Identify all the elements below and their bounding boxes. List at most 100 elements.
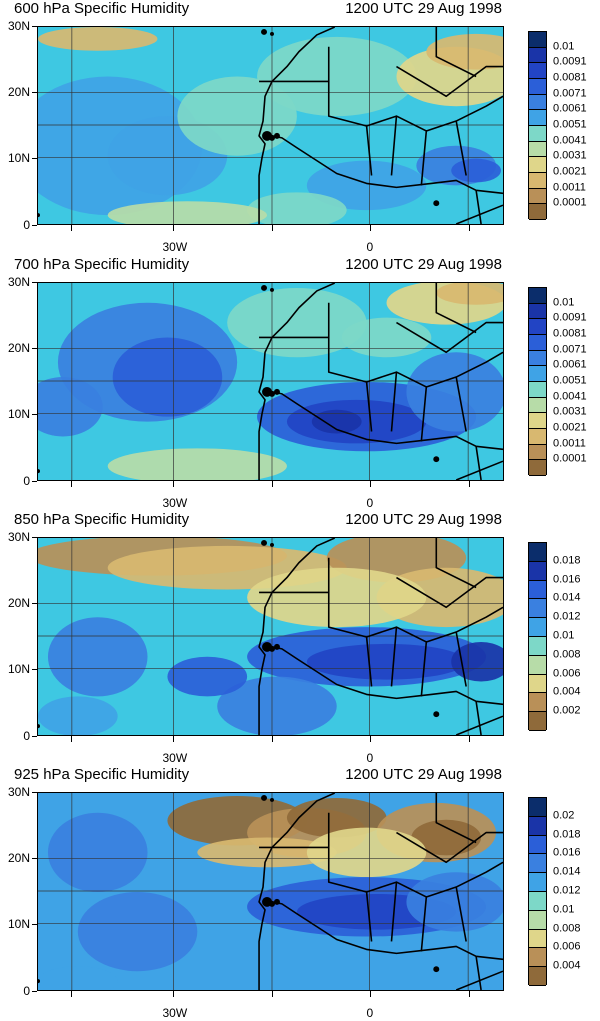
legend-label: 0.012 (553, 884, 581, 897)
humidity-contour-region (112, 337, 223, 417)
coastline-border (259, 591, 503, 643)
lat-tick-label: 10N (7, 407, 30, 421)
coastline-border (455, 701, 503, 735)
lon-tick (173, 481, 174, 487)
legend-label: 0.01 (553, 629, 575, 642)
legend-swatch (529, 288, 546, 304)
legend-label: 0.0071 (553, 87, 587, 100)
lon-tick (71, 225, 72, 231)
humidity-map (37, 792, 504, 991)
legend-swatch (529, 929, 546, 949)
coastline-border (258, 538, 336, 735)
legend-swatch (529, 460, 546, 476)
coastline-border (262, 899, 503, 961)
legend-swatch (529, 32, 546, 48)
legend-label: 0.0041 (553, 390, 587, 403)
lat-tick (32, 537, 37, 538)
legend-label: 0.018 (553, 554, 581, 567)
legend-label: 0.014 (553, 865, 581, 878)
lon-tick (469, 225, 470, 231)
humidity-contour-region (306, 643, 467, 680)
lon-tick (272, 481, 273, 487)
lon-tick (469, 991, 470, 997)
humidity-contour-region (177, 76, 297, 156)
coastline-border (327, 557, 467, 697)
coastline-border (455, 956, 503, 990)
lon-tick-label: 0 (366, 1006, 374, 1020)
legend-swatch (529, 157, 546, 173)
coastline-border (258, 793, 336, 990)
legend-swatch (529, 141, 546, 158)
panel-timestamp: 1200 UTC 29 Aug 1998 (345, 0, 502, 17)
legend-swatch (529, 816, 546, 836)
lat-tick-label: 20N (7, 85, 30, 99)
lat-tick-label: 30N (7, 785, 30, 799)
legend-swatch (529, 303, 546, 320)
legend-swatch (529, 381, 546, 398)
legend-label: 0.016 (553, 573, 581, 586)
map-svg (38, 27, 503, 224)
lon-tick (71, 736, 72, 742)
panel-title: 925 hPa Specific Humidity (14, 766, 190, 783)
island (273, 898, 280, 905)
island (270, 287, 274, 292)
legend-swatch (529, 599, 546, 619)
island (38, 979, 40, 984)
legend-swatch (529, 413, 546, 429)
legend-labels: 0.01 0.0091 0.0081 0.0071 0.0061 0.0051 0.0041… (553, 31, 599, 219)
lat-tick (32, 792, 37, 793)
map-svg (38, 793, 503, 990)
humidity-panel-700: 700 hPa Specific Humidity 1200 UTC 29 Au… (0, 256, 600, 511)
legend-swatch (529, 854, 546, 874)
island (261, 794, 268, 801)
island (269, 134, 275, 141)
legend-swatch (529, 428, 546, 445)
humidity-contour-region (107, 201, 267, 224)
island (433, 200, 440, 207)
lon-tick (272, 225, 273, 231)
island (38, 724, 40, 729)
legend-label: 0.006 (553, 667, 581, 680)
legend-swatch (529, 636, 546, 656)
island (433, 456, 440, 463)
lon-tick (272, 991, 273, 997)
lon-tick-label: 30W (162, 496, 188, 510)
lon-tick-label: 0 (366, 496, 374, 510)
legend-swatch (529, 366, 546, 382)
panel-title: 850 hPa Specific Humidity (14, 511, 190, 528)
legend-swatch (529, 873, 546, 892)
lat-tick-label: 0 (23, 474, 30, 488)
island (273, 132, 280, 139)
legend-label: 0.0081 (553, 327, 587, 340)
legend-swatch (529, 78, 546, 95)
legend-swatch (529, 674, 546, 694)
legend-swatch (529, 188, 546, 205)
legend-label: 0.004 (553, 685, 581, 698)
legend-swatch (529, 910, 546, 930)
legend-label: 0.0001 (553, 196, 587, 209)
coastline-border (258, 27, 336, 224)
legend-label: 0.0071 (553, 343, 587, 356)
legend-labels: 0.01 0.0091 0.0081 0.0071 0.0061 0.0051 0.0041… (553, 287, 599, 475)
lat-tick-label: 0 (23, 729, 30, 743)
lon-tick (71, 991, 72, 997)
legend-swatch (529, 334, 546, 351)
legend-swatch (529, 618, 546, 637)
lat-tick (32, 669, 37, 670)
lon-tick (173, 736, 174, 742)
island (261, 539, 268, 546)
humidity-contour-region (411, 819, 482, 856)
color-legend (528, 287, 547, 476)
lat-tick (32, 158, 37, 159)
legend-label: 0.002 (553, 704, 581, 717)
island (38, 469, 40, 474)
legend-swatch (529, 172, 546, 189)
humidity-contour-region (436, 283, 503, 305)
humidity-panel-925: 925 hPa Specific Humidity 1200 UTC 29 Au… (0, 766, 600, 1021)
legend-label: 0.014 (553, 591, 581, 604)
legend-label: 0.008 (553, 648, 581, 661)
legend-label: 0.02 (553, 809, 575, 822)
lat-tick (32, 858, 37, 859)
lat-tick-label: 10N (7, 917, 30, 931)
legend-label: 0.0021 (553, 421, 587, 434)
